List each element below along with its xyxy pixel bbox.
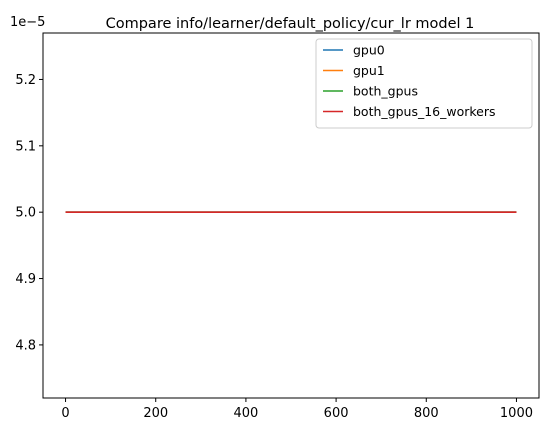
x-axis-ticks: 0 200 400 600 800 1000	[61, 398, 533, 421]
y-tick-label: 5.2	[15, 73, 36, 88]
legend: gpu0 gpu1 both_gpus both_gpus_16_workers	[315, 38, 533, 129]
legend-label: gpu1	[353, 63, 385, 78]
y-tick-label: 4.8	[15, 338, 36, 353]
x-tick-label: 600	[324, 406, 349, 421]
legend-label: both_gpus_16_workers	[353, 104, 496, 119]
legend-box	[315, 38, 533, 129]
x-tick-label: 1000	[500, 406, 533, 421]
y-offset-label: 1e−5	[10, 15, 45, 30]
chart-title: Compare info/learner/default_policy/cur_…	[106, 16, 475, 32]
x-tick-label: 800	[414, 406, 439, 421]
y-axis-ticks: 4.8 4.9 5.0 5.1 5.2	[15, 73, 43, 353]
y-tick-label: 5.0	[15, 206, 36, 221]
legend-label: both_gpus	[353, 84, 418, 99]
x-tick-label: 400	[233, 406, 258, 421]
y-tick-label: 4.9	[15, 272, 36, 287]
x-tick-label: 0	[61, 406, 69, 421]
legend-label: gpu0	[353, 43, 385, 58]
y-tick-label: 5.1	[15, 139, 36, 154]
plot-area-frame	[42, 32, 540, 399]
x-tick-label: 200	[143, 406, 168, 421]
